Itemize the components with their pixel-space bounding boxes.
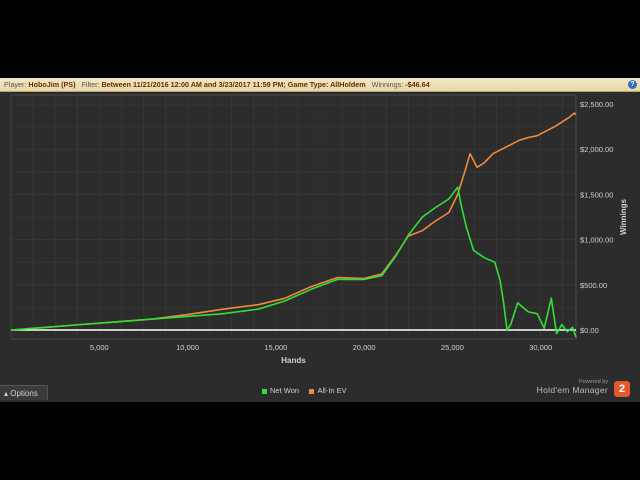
filter-value: Between 11/21/2016 12:00 AM and 3/23/201… (101, 80, 366, 89)
y-tick-label: $1,500.00 (580, 190, 613, 199)
x-tick-label: 30,000 (529, 343, 552, 352)
options-button[interactable]: ▴ Options (0, 385, 48, 400)
y-axis-label: Winnings (619, 198, 628, 234)
player-value: HoboJim (PS) (28, 80, 76, 89)
branding: Powered by Hold'em Manager 2 (536, 379, 630, 397)
help-icon[interactable]: ? (628, 80, 637, 89)
player-label: Player: (4, 80, 27, 89)
y-tick-label: $0.00 (580, 326, 599, 335)
series-layer (10, 112, 577, 338)
x-tick-label: 10,000 (176, 343, 199, 352)
net-won-line (10, 186, 577, 338)
all-in-ev-line (10, 112, 577, 331)
x-tick-label: 15,000 (264, 343, 287, 352)
filter-label: Filter: (81, 80, 100, 89)
x-axis-label: Hands (281, 356, 306, 365)
y-tick-label: $500.00 (580, 281, 607, 290)
y-tick-label: $1,000.00 (580, 236, 613, 245)
winnings-label: Winnings: (371, 80, 404, 89)
ticks-layer: 5,000 10,000 15,000 20,000 25,000 30,000 $0.00… (90, 100, 613, 352)
options-label: Options (10, 389, 38, 398)
all-in-ev-swatch (309, 388, 315, 394)
x-tick-label: 25,000 (441, 343, 464, 352)
legend-label-net-won: Net Won (270, 386, 300, 395)
winnings-value: -$46.64 (405, 80, 430, 89)
winnings-graph: 5,000 10,000 15,000 20,000 25,000 30,000 $0.00… (10, 94, 628, 365)
legend-label-all-in-ev: All-In EV (317, 386, 347, 395)
hem-graph-window: Player: HoboJim (PS) Filter: Between 11/… (0, 78, 640, 402)
grid (10, 94, 577, 340)
legend-item-net-won[interactable]: Net Won (262, 386, 301, 395)
x-tick-label: 20,000 (353, 343, 376, 352)
powered-by-text: Powered by (578, 379, 608, 385)
x-tick-label: 5,000 (90, 343, 109, 352)
options-arrow-icon: ▴ (4, 389, 11, 398)
legend: Net Won All-In EV (262, 386, 347, 395)
hem-logo-icon: 2 (614, 381, 630, 397)
filter-bar: Player: HoboJim (PS) Filter: Between 11/… (0, 78, 640, 92)
y-tick-label: $2,500.00 (580, 100, 613, 109)
legend-item-all-in-ev[interactable]: All-In EV (309, 386, 347, 395)
brand-name: Hold'em Manager (536, 385, 608, 395)
y-tick-label: $2,000.00 (580, 145, 613, 154)
net-won-swatch (262, 388, 267, 394)
